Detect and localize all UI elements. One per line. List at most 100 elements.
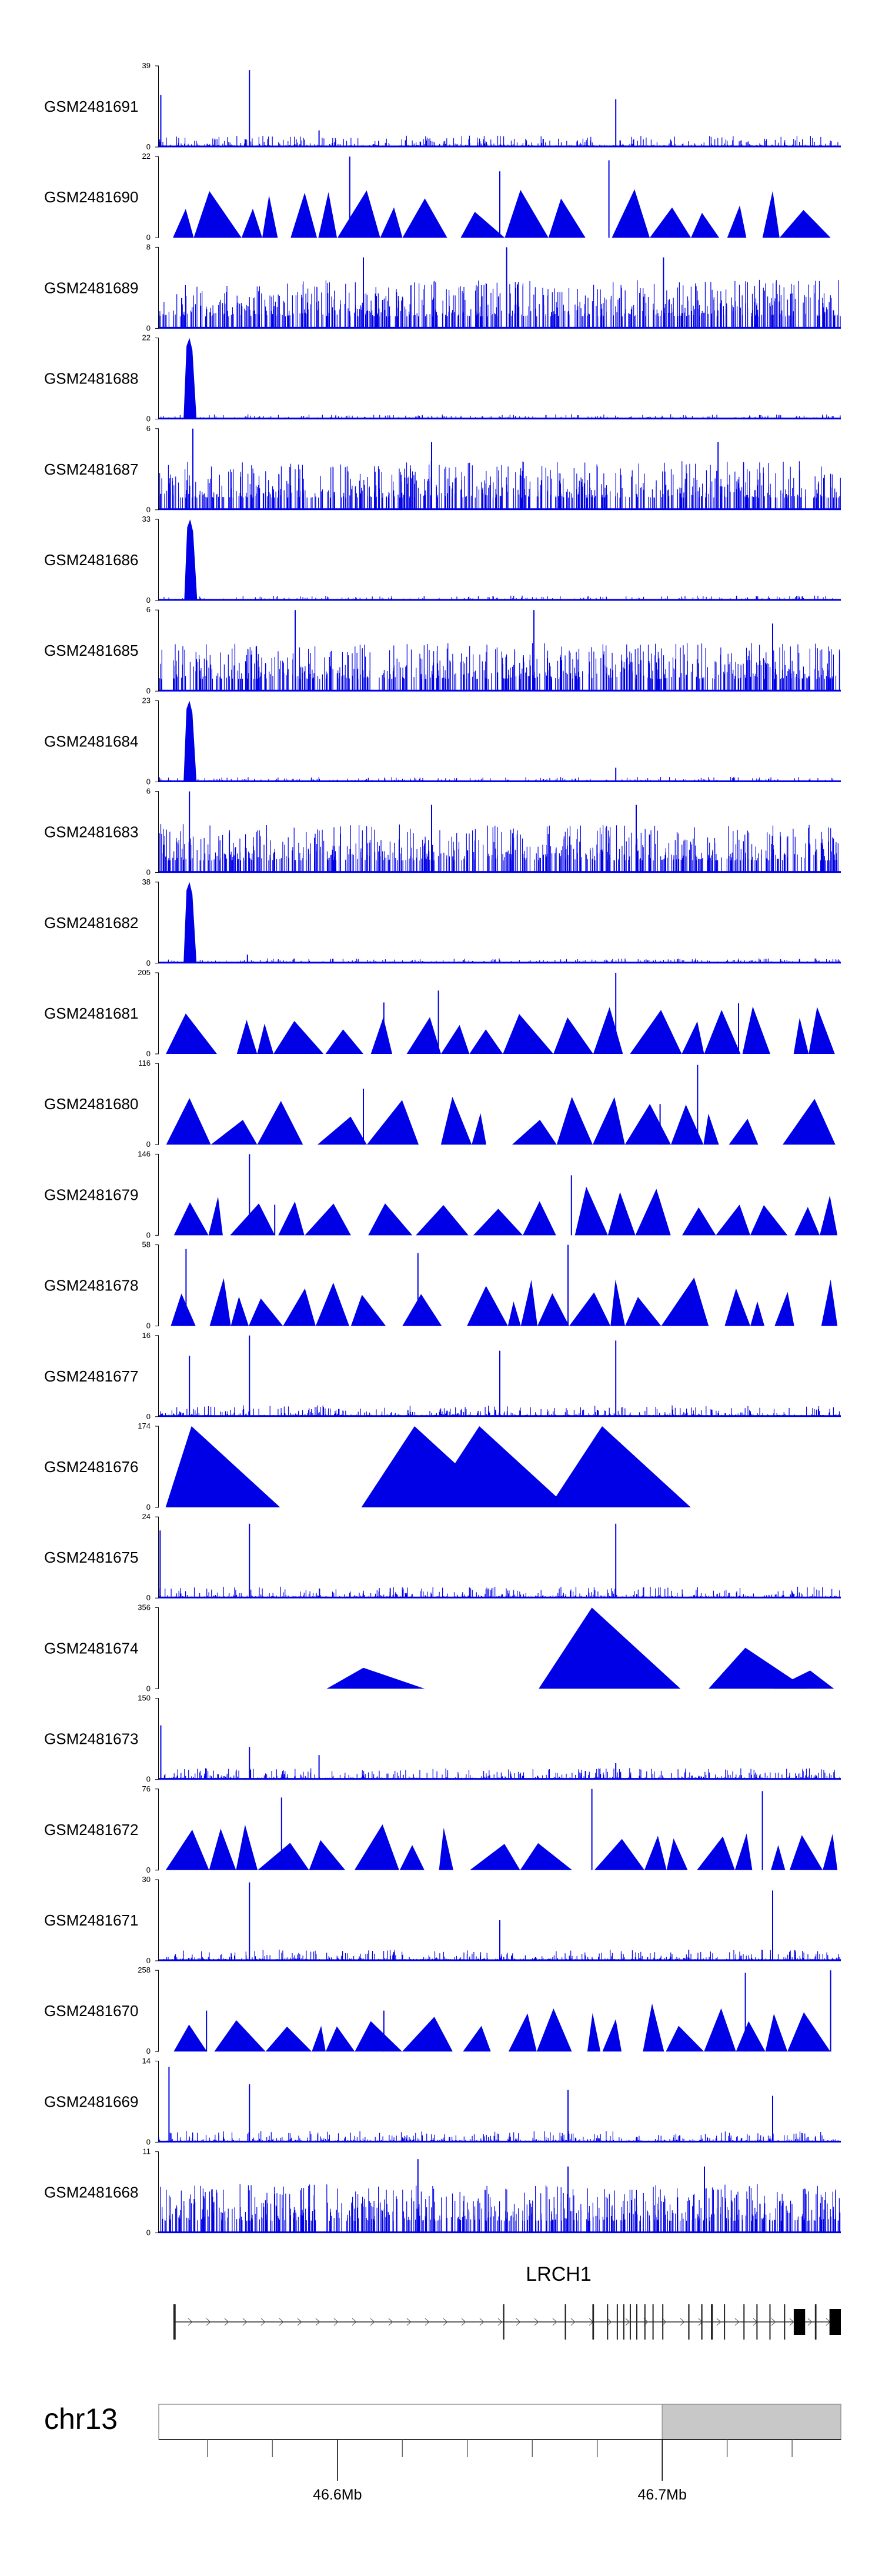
signal-triangle bbox=[214, 2020, 266, 2052]
gene-label: LRCH1 bbox=[526, 2263, 591, 2285]
track-GSM2481683: GSM2481683 6 0 bbox=[44, 787, 841, 877]
signal-triangle bbox=[370, 1017, 393, 1054]
signal-triangle bbox=[592, 1097, 625, 1145]
track-label: GSM2481681 bbox=[44, 1005, 138, 1022]
track-GSM2481690: GSM2481690 22 0 bbox=[44, 152, 831, 242]
signal-triangle bbox=[774, 1292, 794, 1326]
signal-peak bbox=[183, 700, 197, 782]
track-label: GSM2481678 bbox=[44, 1277, 138, 1294]
gene-exon bbox=[793, 2309, 806, 2335]
signal-peak bbox=[183, 882, 197, 963]
signal-triangle bbox=[460, 212, 505, 238]
track-label: GSM2481673 bbox=[44, 1730, 138, 1748]
y-tick-max: 6 bbox=[146, 424, 151, 433]
y-tick-min: 0 bbox=[146, 1412, 151, 1421]
signal-triangle bbox=[607, 1192, 636, 1236]
signal-triangle bbox=[697, 1836, 735, 1870]
signal-triangle bbox=[312, 2026, 326, 2052]
y-tick-min: 0 bbox=[146, 777, 151, 786]
signal-triangle bbox=[635, 1189, 671, 1236]
strand-arrow-icon bbox=[625, 2318, 630, 2326]
signal-triangle bbox=[682, 1207, 716, 1236]
track-GSM2481679: GSM2481679 146 0 bbox=[44, 1149, 838, 1239]
gene-exon bbox=[662, 2304, 664, 2340]
signal-background bbox=[158, 2131, 838, 2143]
signal-triangle bbox=[523, 1201, 556, 1236]
y-tick-max: 174 bbox=[138, 1422, 151, 1430]
gene-exon bbox=[743, 2304, 745, 2340]
y-tick-min: 0 bbox=[146, 596, 151, 605]
signal-triangle bbox=[258, 1843, 309, 1870]
track-label: GSM2481690 bbox=[44, 188, 138, 206]
gene-exon bbox=[652, 2304, 654, 2340]
signal-triangle bbox=[793, 1017, 809, 1054]
signal-triangle bbox=[602, 2019, 622, 2052]
y-tick-max: 38 bbox=[142, 877, 151, 886]
signal-triangle bbox=[569, 1292, 611, 1326]
signal-background bbox=[158, 1586, 840, 1599]
y-tick-max: 39 bbox=[142, 61, 151, 70]
y-tick-max: 11 bbox=[143, 2147, 151, 2156]
y-tick-max: 30 bbox=[142, 1875, 151, 1884]
strand-arrow-icon bbox=[534, 2318, 539, 2326]
y-tick-min: 0 bbox=[146, 1956, 151, 1965]
track-GSM2481677: GSM2481677 16 0 bbox=[44, 1331, 841, 1421]
strand-arrow-icon bbox=[224, 2318, 229, 2326]
signal-triangle bbox=[402, 1294, 442, 1326]
track-label: GSM2481672 bbox=[44, 1821, 138, 1838]
track-GSM2481689: GSM2481689 8 0 bbox=[44, 242, 841, 332]
signal-triangle bbox=[463, 2026, 491, 2052]
y-tick-max: 33 bbox=[142, 515, 151, 523]
gene-exon bbox=[814, 2304, 817, 2340]
track-label: GSM2481676 bbox=[44, 1458, 138, 1476]
signal-triangle bbox=[318, 192, 338, 238]
strand-arrow-icon bbox=[607, 2318, 612, 2326]
strand-arrow-icon bbox=[242, 2318, 248, 2326]
signal-triangle bbox=[724, 1288, 751, 1326]
ideogram-track: chr13 bbox=[44, 2403, 841, 2440]
y-tick-max: 22 bbox=[142, 152, 151, 161]
signal-triangle bbox=[794, 1207, 820, 1236]
signal-triangle bbox=[537, 1293, 570, 1326]
y-tick-min: 0 bbox=[146, 1049, 151, 1058]
track-label: GSM2481691 bbox=[44, 98, 138, 115]
strand-arrow-icon bbox=[734, 2318, 740, 2326]
track-GSM2481681: GSM2481681 205 0 bbox=[44, 968, 835, 1058]
signal-triangle bbox=[539, 1607, 681, 1689]
strand-arrow-icon bbox=[807, 2318, 813, 2326]
signal-triangle bbox=[508, 2013, 537, 2052]
signal-triangle bbox=[644, 1836, 667, 1870]
track-GSM2481687: GSM2481687 6 0 bbox=[44, 424, 841, 514]
signal-triangle bbox=[762, 191, 780, 238]
y-tick-min: 0 bbox=[146, 142, 151, 151]
y-tick-min: 0 bbox=[146, 1322, 151, 1330]
y-tick-min: 0 bbox=[146, 505, 151, 514]
track-GSM2481670: GSM2481670 258 0 bbox=[44, 1966, 831, 2056]
signal-triangle bbox=[716, 1204, 750, 1236]
strand-arrow-icon bbox=[333, 2318, 339, 2326]
y-tick-min: 0 bbox=[146, 959, 151, 967]
track-label: GSM2481674 bbox=[44, 1639, 138, 1657]
signal-triangle bbox=[165, 1426, 280, 1507]
signal-triangle bbox=[704, 1010, 741, 1054]
strand-arrow-icon bbox=[260, 2318, 266, 2326]
track-GSM2481673: GSM2481673 150 0 bbox=[44, 1694, 841, 1784]
gene-exon bbox=[701, 2304, 703, 2340]
track-GSM2481674: GSM2481674 356 0 bbox=[44, 1603, 834, 1693]
track-label: GSM2481686 bbox=[44, 551, 138, 569]
signal-triangle bbox=[236, 1020, 258, 1054]
signal-triangle bbox=[402, 198, 447, 238]
track-GSM2481691: GSM2481691 39 0 bbox=[44, 61, 841, 151]
signal-triangle bbox=[469, 1029, 503, 1054]
signal-triangle bbox=[670, 1105, 704, 1145]
signal-triangle bbox=[536, 2008, 572, 2052]
signal-triangle bbox=[209, 1278, 231, 1326]
gene-exon bbox=[756, 2304, 758, 2340]
track-GSM2481678: GSM2481678 58 0 bbox=[44, 1240, 838, 1330]
signal-triangle bbox=[208, 1196, 223, 1236]
track-GSM2481684: GSM2481684 23 0 bbox=[44, 696, 841, 786]
signal-triangle bbox=[355, 2021, 402, 2052]
signal-triangle bbox=[211, 1120, 258, 1145]
y-tick-min: 0 bbox=[146, 415, 151, 423]
signal-triangle bbox=[736, 2021, 766, 2052]
